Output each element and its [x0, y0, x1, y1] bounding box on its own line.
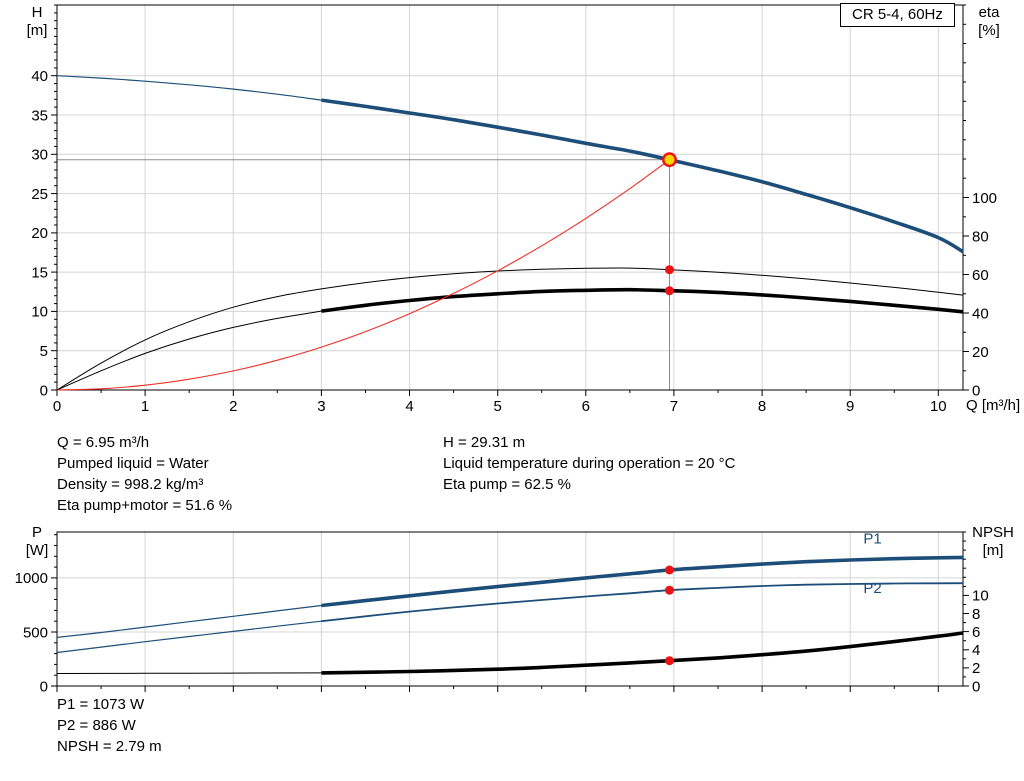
- tick-label: 10: [930, 398, 947, 415]
- p1-curve: [321, 555, 964, 608]
- tick-label: 2: [229, 398, 237, 415]
- h-axis-title: H [m]: [20, 4, 54, 40]
- tick-label: 15: [31, 264, 48, 281]
- tick-label: 10: [31, 304, 48, 321]
- tick-label: 6: [972, 624, 980, 641]
- tick-label: 25: [31, 186, 48, 203]
- p2-curve-label: P2: [863, 580, 881, 597]
- p1-curve-thin: [56, 604, 322, 638]
- h-axis-symbol: H: [31, 4, 43, 21]
- npsh-curve: [321, 631, 964, 675]
- eta-axis-symbol: eta: [978, 4, 1000, 21]
- q-axis-title: Q [m³/h]: [966, 397, 1021, 414]
- tick-label: 0: [40, 382, 48, 399]
- head-curve-thin: [56, 75, 322, 101]
- plot-border: [56, 531, 964, 687]
- p2-curve-thin: [56, 620, 322, 654]
- h-axis-unit: [m]: [26, 22, 48, 39]
- pumped-liquid-value: Pumped liquid = Water: [57, 455, 209, 472]
- power-info: P1 = 1073 W P2 = 886 W NPSH = 2.79 m: [57, 694, 162, 757]
- tick-label: 2: [972, 660, 980, 677]
- eta-axis-unit: [%]: [978, 22, 1000, 39]
- tick-label: 0: [972, 382, 980, 399]
- system-curve: [56, 159, 670, 391]
- density-value: Density = 998.2 kg/m³: [57, 476, 204, 493]
- tick-label: 20: [31, 225, 48, 242]
- tick-label: 4: [972, 642, 980, 659]
- p1-value: P1 = 1073 W: [57, 696, 145, 713]
- npsh-axis-unit: [m]: [982, 542, 1004, 559]
- tick-label: 5: [494, 398, 502, 415]
- eta-axis-title: eta [%]: [969, 4, 1009, 40]
- tick-label: 0: [53, 398, 61, 415]
- liquid-temperature-value: Liquid temperature during operation = 20…: [443, 455, 736, 472]
- duty-info-left: Q = 6.95 m³/h Pumped liquid = Water Dens…: [57, 432, 232, 516]
- pump-type-label: CR 5-4, 60Hz: [840, 3, 955, 27]
- eta-pump-motor-value: Eta pump+motor = 51.6 %: [57, 497, 233, 514]
- duty-q-value: Q = 6.95 m³/h: [57, 434, 150, 451]
- tick-label: 6: [582, 398, 590, 415]
- tick-label: 40: [972, 305, 989, 322]
- npsh-axis-symbol: NPSH: [972, 524, 1014, 541]
- head-curve: [321, 98, 964, 254]
- tick-label: 60: [972, 267, 989, 284]
- eta-pump-value: Eta pump = 62.5 %: [443, 476, 571, 493]
- duty-info-right: H = 29.31 m Liquid temperature during op…: [443, 432, 735, 495]
- tick-label: 8: [972, 606, 980, 623]
- tick-label: 8: [758, 398, 766, 415]
- tick-label: 100: [972, 190, 997, 207]
- tick-label: 1: [141, 398, 149, 415]
- p-axis-unit: [W]: [25, 542, 49, 559]
- duty-point-marker[interactable]: [662, 152, 677, 168]
- tick-label: 40: [31, 68, 48, 85]
- plot-border: [56, 4, 964, 391]
- npsh-duty-point: [665, 656, 674, 666]
- tick-label: 30: [31, 147, 48, 164]
- eta-pump-motor-curve: [321, 287, 964, 314]
- tick-label: 0: [972, 678, 980, 695]
- tick-label: 500: [23, 624, 48, 641]
- tick-label: 4: [405, 398, 413, 415]
- p1-curve-label: P1: [863, 530, 881, 547]
- eta-pump-duty-point: [665, 265, 674, 275]
- tick-label: 35: [31, 107, 48, 124]
- eta-pump-curve: [56, 267, 964, 391]
- p2-value: P2 = 886 W: [57, 717, 136, 734]
- p-axis-title: P [W]: [20, 524, 54, 560]
- npsh-value: NPSH = 2.79 m: [57, 738, 162, 755]
- tick-label: 9: [846, 398, 854, 415]
- npsh-axis-title: NPSH [m]: [964, 524, 1022, 560]
- tick-label: 10: [972, 588, 989, 605]
- duty-h-value: H = 29.31 m: [443, 434, 526, 451]
- tick-label: 5: [40, 343, 48, 360]
- tick-label: 80: [972, 228, 989, 245]
- p2-curve: [321, 582, 964, 623]
- p2-duty-point: [665, 585, 674, 595]
- eta-pump-motor-curve-thin: [56, 310, 322, 391]
- p-axis-symbol: P: [31, 524, 42, 541]
- tick-label: 20: [972, 344, 989, 361]
- tick-label: 1000: [15, 570, 48, 587]
- p1-duty-point: [665, 565, 674, 575]
- tick-label: 3: [317, 398, 325, 415]
- eta-pump-motor-duty-point: [665, 286, 674, 296]
- npsh-curve-thin: [56, 672, 322, 674]
- tick-label: 0: [40, 678, 48, 695]
- tick-label: 7: [670, 398, 678, 415]
